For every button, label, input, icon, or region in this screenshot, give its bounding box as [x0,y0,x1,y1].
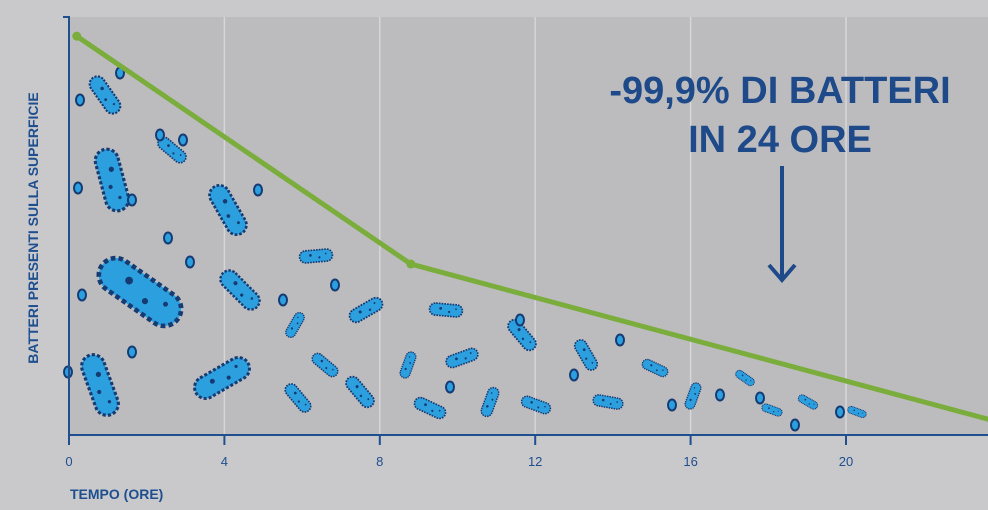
annotation-line: -99,9% DI BATTERI [609,70,950,112]
bacteria-spore [278,293,288,307]
x-tick-label: 20 [839,454,853,469]
x-tick-label: 4 [221,454,228,469]
series-layer [72,31,988,422]
bacteria-spore [715,388,725,402]
bacteria-spore [755,391,765,405]
bacteria-spore [155,128,165,142]
plot-area [68,17,988,435]
bacteria-spore [445,380,455,394]
bacteria-spore [569,368,579,382]
x-axis-title: TEMPO (ORE) [70,486,163,502]
bacteria-spore [163,231,173,245]
y-axis-title: BATTERI PRESENTI SULLA SUPERFICIE [25,92,41,363]
data-point [72,31,82,41]
x-tick-label: 0 [65,454,72,469]
annotation: -99,9% DI BATTERI IN 24 ORE [609,70,951,284]
bacteria-spore [77,288,87,302]
bacteria-spore [73,181,83,195]
bacteria-spore [515,313,525,327]
bacteria-spore [253,183,263,197]
x-tick-label: 8 [376,454,383,469]
x-tick-label: 16 [683,454,697,469]
bacteria-spore [667,398,677,412]
bacteria-spore [75,93,85,107]
data-point [406,259,416,269]
axes: 0 4 8 12 16 20 TEMPO (ORE) BATTERI PRESENTI SUL… [25,16,988,502]
bacteria-spore [790,418,800,432]
bacteria-spore [127,345,137,359]
bacteria-spore [127,193,137,207]
bacteria-spore [835,405,845,419]
down-arrow-head-icon [767,263,797,284]
bacteria-spore [178,133,188,147]
bacteria-spore [185,255,195,269]
bacteria-spore [330,278,340,292]
bacteria-spore [615,333,625,347]
x-tick-label: 12 [528,454,542,469]
annotation-line: IN 24 ORE [688,119,872,161]
